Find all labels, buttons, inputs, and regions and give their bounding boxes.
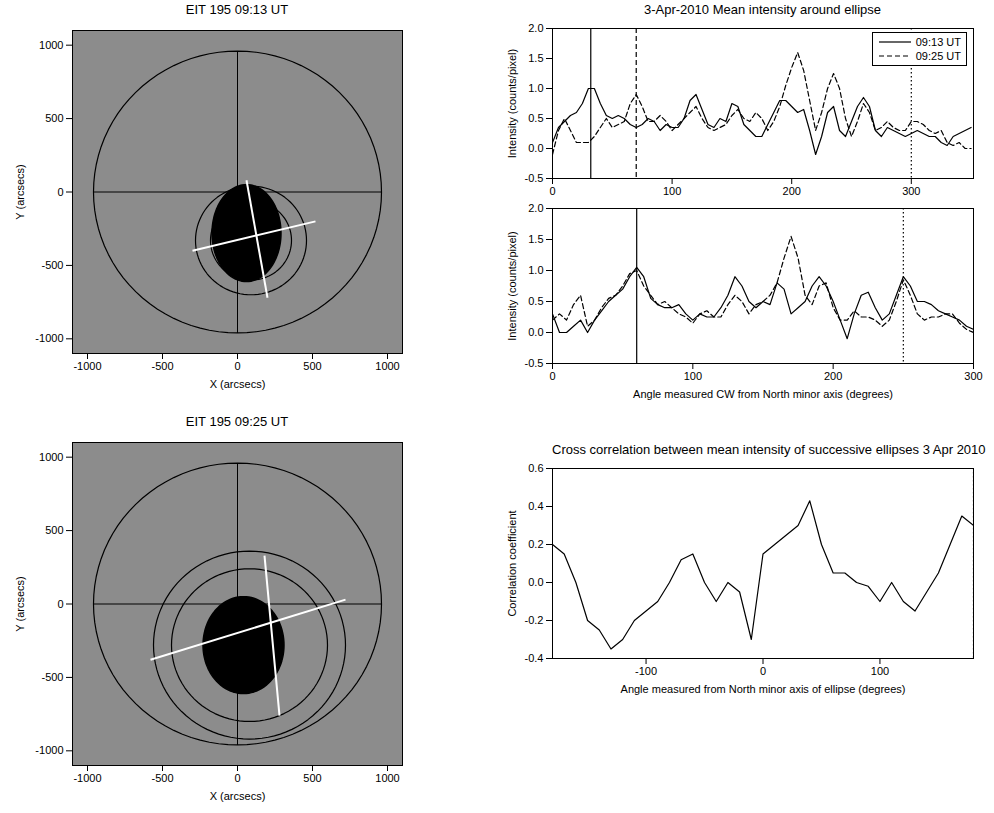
svg-text:2.0: 2.0 — [528, 202, 543, 214]
svg-text:1000: 1000 — [375, 360, 399, 372]
svg-text:-1000: -1000 — [35, 744, 63, 756]
html-text:3-Apr-2010 Mean intensity arou: 3-Apr-2010 Mean intensity around ellipse — [644, 2, 881, 17]
svg-text:0: 0 — [549, 185, 555, 197]
svg-text:X (arcsecs): X (arcsecs) — [210, 790, 266, 802]
svg-text:Intensity (counts/pixel): Intensity (counts/pixel) — [506, 231, 518, 340]
svg-text:0.5: 0.5 — [528, 295, 543, 307]
svg-text:100: 100 — [871, 665, 889, 677]
html-text:EIT 195 09:13 UT: EIT 195 09:13 UT — [185, 2, 289, 17]
svg-text:-1000: -1000 — [35, 332, 63, 344]
svg-text:200: 200 — [783, 185, 801, 197]
svg-text:-1000: -1000 — [73, 360, 101, 372]
svg-text:0.6: 0.6 — [528, 462, 543, 474]
svg-text:0: 0 — [57, 598, 63, 610]
svg-text:-0.5: -0.5 — [525, 172, 544, 184]
html-text:Cross correlation between mean: Cross correlation between mean intensity… — [552, 442, 986, 457]
svg-text:1.5: 1.5 — [528, 233, 543, 245]
svg-text:300: 300 — [902, 185, 920, 197]
svg-text:2.0: 2.0 — [528, 22, 543, 34]
svg-text:100: 100 — [684, 370, 702, 382]
svg-text:Angle measured from North mino: Angle measured from North minor axis of … — [621, 683, 906, 695]
svg-text:Correlation coefficient: Correlation coefficient — [506, 510, 518, 616]
svg-text:1.5: 1.5 — [528, 52, 543, 64]
html-text:09:25 UT: 09:25 UT — [915, 50, 961, 62]
svg-text:0: 0 — [760, 665, 766, 677]
svg-text:-0.4: -0.4 — [525, 652, 544, 664]
svg-text:-500: -500 — [151, 360, 173, 372]
html-text:09:13 UT: 09:13 UT — [915, 36, 961, 48]
svg-text:0.0: 0.0 — [528, 326, 543, 338]
svg-text:-1000: -1000 — [73, 772, 101, 784]
svg-text:1.0: 1.0 — [528, 82, 543, 94]
svg-text:300: 300 — [964, 370, 982, 382]
svg-text:500: 500 — [45, 112, 63, 124]
svg-text:-0.2: -0.2 — [525, 614, 544, 626]
svg-text:-0.5: -0.5 — [525, 357, 544, 369]
svg-text:100: 100 — [663, 185, 681, 197]
svg-text:1000: 1000 — [39, 39, 63, 51]
svg-text:0.4: 0.4 — [528, 500, 543, 512]
svg-text:Intensity (counts/pixel): Intensity (counts/pixel) — [506, 49, 518, 158]
svg-text:0.2: 0.2 — [528, 538, 543, 550]
svg-text:-500: -500 — [41, 259, 63, 271]
svg-text:Y (arcsecs): Y (arcsecs) — [14, 576, 26, 631]
svg-text:0.0: 0.0 — [528, 142, 543, 154]
svg-text:500: 500 — [303, 772, 321, 784]
svg-text:-500: -500 — [41, 671, 63, 683]
svg-text:500: 500 — [303, 360, 321, 372]
svg-text:1000: 1000 — [375, 772, 399, 784]
svg-text:1.0: 1.0 — [528, 264, 543, 276]
svg-text:-100: -100 — [635, 665, 657, 677]
svg-text:1000: 1000 — [39, 451, 63, 463]
svg-text:X (arcsecs): X (arcsecs) — [210, 378, 266, 390]
svg-text:200: 200 — [824, 370, 842, 382]
svg-text:-500: -500 — [151, 772, 173, 784]
svg-text:Angle measured CW from North m: Angle measured CW from North minor axis … — [633, 388, 893, 400]
svg-text:500: 500 — [45, 524, 63, 536]
svg-text:0.0: 0.0 — [528, 576, 543, 588]
svg-text:0.5: 0.5 — [528, 112, 543, 124]
svg-text:0: 0 — [549, 370, 555, 382]
svg-text:0: 0 — [234, 360, 240, 372]
svg-text:0: 0 — [234, 772, 240, 784]
html-text:EIT 195 09:25 UT: EIT 195 09:25 UT — [185, 414, 289, 429]
svg-text:Y (arcsecs): Y (arcsecs) — [14, 164, 26, 219]
svg-text:0: 0 — [57, 186, 63, 198]
